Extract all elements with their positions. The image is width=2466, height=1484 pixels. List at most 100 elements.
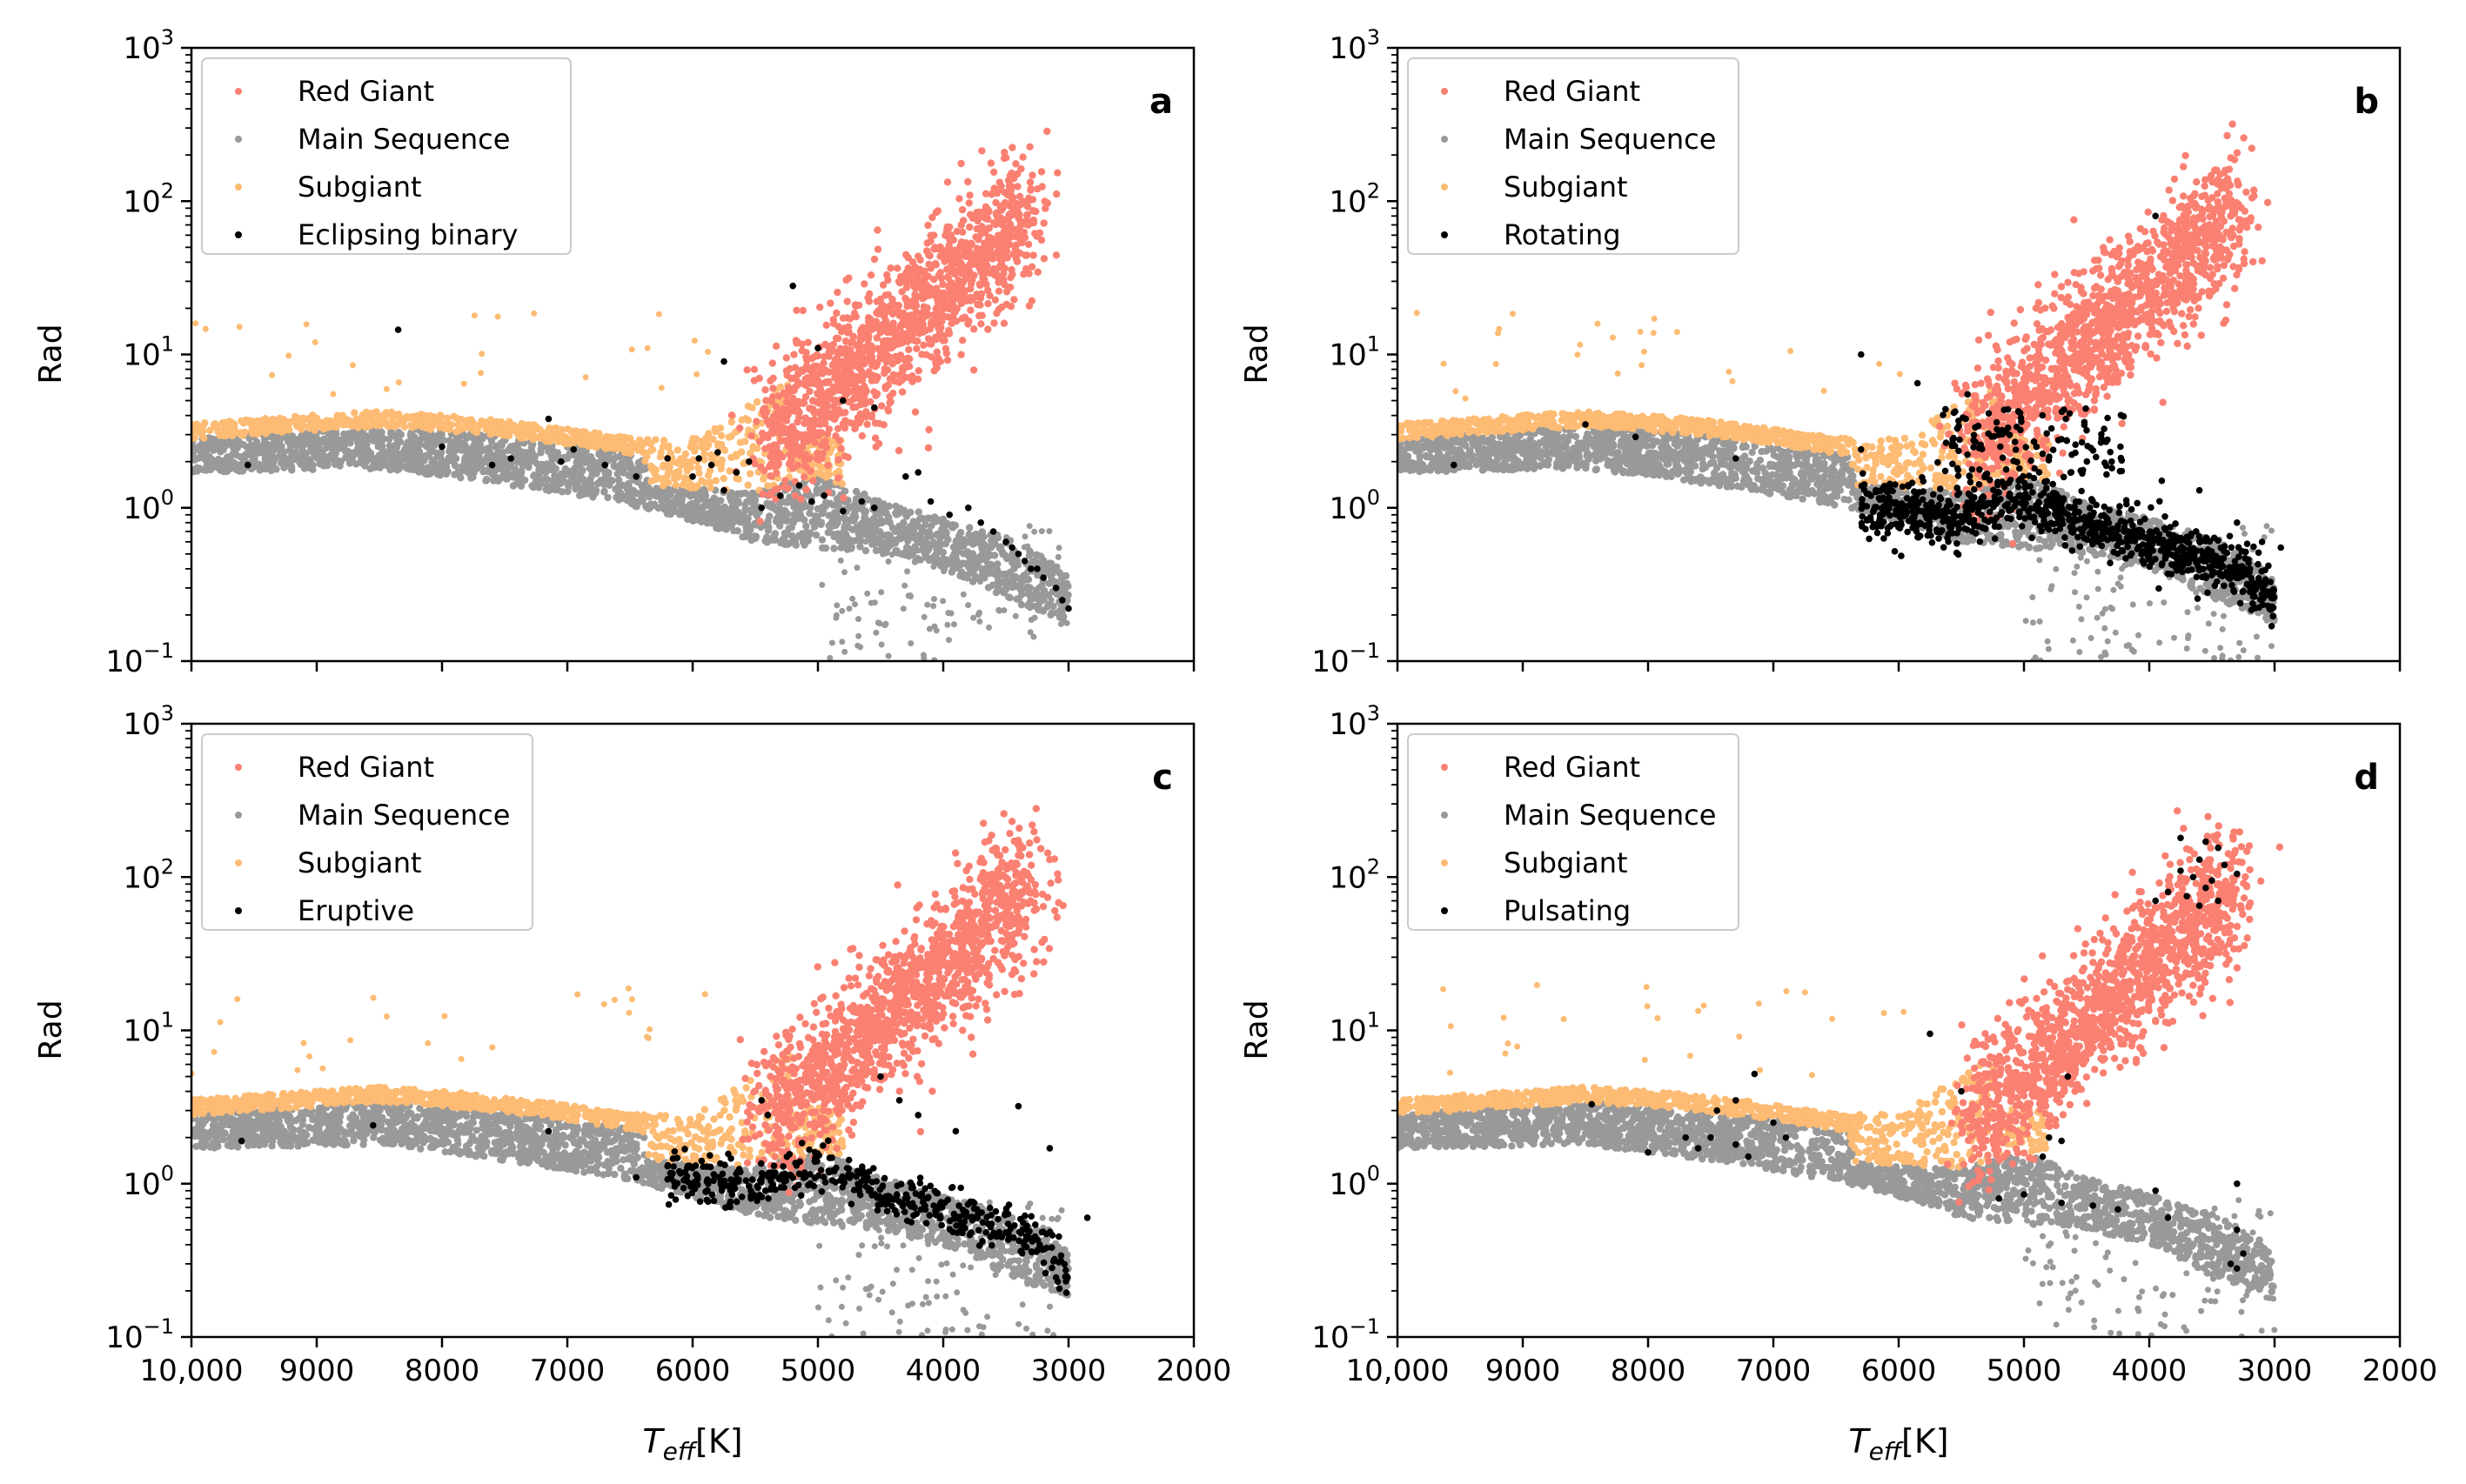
data-point bbox=[989, 528, 997, 535]
scatter-point bbox=[559, 438, 567, 445]
scatter-point bbox=[586, 453, 594, 461]
scatter-point bbox=[976, 618, 983, 625]
scatter-point bbox=[239, 441, 247, 449]
scatter-point bbox=[884, 337, 893, 344]
scatter-point bbox=[924, 514, 932, 522]
scatter-point bbox=[711, 513, 719, 521]
scatter-point bbox=[349, 453, 357, 462]
scatter-point bbox=[772, 461, 780, 469]
main-sequence-outliers bbox=[819, 522, 1070, 661]
data-point bbox=[707, 461, 715, 469]
scatter-point bbox=[559, 471, 567, 480]
scatter-point bbox=[995, 305, 1003, 313]
scatter-point bbox=[824, 402, 832, 410]
scatter-point bbox=[995, 264, 1003, 271]
scatter-point bbox=[873, 334, 881, 342]
scatter-point bbox=[305, 464, 312, 471]
scatter-point bbox=[641, 457, 649, 465]
scatter-point bbox=[828, 522, 836, 531]
scatter-point bbox=[854, 565, 861, 572]
scatter-point bbox=[199, 427, 207, 435]
scatter-point bbox=[822, 321, 830, 329]
scatter-point bbox=[395, 411, 403, 418]
scatter-point bbox=[1820, 472, 1828, 480]
scatter-point bbox=[810, 523, 819, 531]
legend-box bbox=[201, 57, 572, 255]
scatter-point bbox=[311, 451, 319, 460]
y-tick-label: 101 bbox=[123, 332, 174, 373]
scatter-point bbox=[687, 484, 695, 492]
scatter-point bbox=[952, 318, 961, 325]
scatter-point bbox=[565, 451, 573, 459]
scatter-point bbox=[887, 302, 895, 310]
scatter-point bbox=[1052, 251, 1061, 259]
scatter-point bbox=[232, 465, 240, 473]
scatter-point bbox=[871, 434, 880, 442]
scatter-point bbox=[669, 505, 677, 513]
scatter-point bbox=[986, 234, 995, 242]
scatter-point bbox=[806, 387, 814, 396]
scatter-point bbox=[837, 358, 846, 365]
data-point bbox=[695, 455, 702, 462]
data-point bbox=[720, 486, 727, 494]
scatter-point bbox=[1017, 237, 1026, 244]
scatter-point bbox=[872, 324, 881, 331]
scatter-point bbox=[729, 494, 737, 502]
scatter-point bbox=[356, 451, 364, 458]
scatter-point bbox=[718, 456, 726, 465]
scatter-point bbox=[303, 456, 312, 464]
scatter-point bbox=[726, 467, 734, 475]
scatter-point bbox=[839, 376, 847, 384]
scatter-point bbox=[525, 459, 533, 467]
scatter-point bbox=[548, 456, 556, 464]
scatter-point bbox=[230, 458, 238, 467]
scatter-point bbox=[886, 542, 894, 550]
scatter-point bbox=[834, 518, 841, 527]
scatter-point bbox=[660, 437, 668, 445]
main-sequence-cloud bbox=[191, 423, 1072, 623]
scatter-point bbox=[824, 461, 832, 470]
scatter-point bbox=[813, 489, 821, 497]
scatter-point bbox=[537, 449, 545, 457]
scatter-point bbox=[846, 315, 854, 323]
scatter-point bbox=[771, 530, 779, 538]
scatter-point bbox=[497, 449, 505, 457]
scatter-point bbox=[994, 582, 1002, 591]
scatter-point bbox=[214, 464, 222, 471]
scatter-point bbox=[916, 556, 924, 564]
scatter-point bbox=[858, 431, 866, 440]
scatter-point bbox=[452, 438, 459, 446]
scatter-point bbox=[888, 309, 896, 317]
scatter-point bbox=[224, 458, 231, 466]
scatter-point bbox=[949, 565, 956, 572]
scatter-point bbox=[791, 536, 800, 545]
scatter-point bbox=[881, 531, 888, 539]
scatter-point bbox=[874, 226, 881, 234]
scatter-point bbox=[774, 485, 782, 493]
scatter-point bbox=[981, 239, 988, 247]
scatter-point bbox=[638, 491, 646, 499]
scatter-point bbox=[467, 416, 475, 424]
scatter-point bbox=[958, 205, 967, 214]
scatter-point bbox=[939, 280, 947, 289]
data-point bbox=[601, 461, 608, 469]
scatter-point bbox=[1027, 186, 1035, 194]
scatter-point bbox=[912, 284, 920, 292]
scatter-point bbox=[544, 476, 552, 484]
scatter-point bbox=[567, 477, 575, 485]
scatter-point bbox=[385, 442, 393, 450]
scatter-point bbox=[819, 450, 827, 458]
scatter-point bbox=[988, 191, 995, 198]
scatter-point bbox=[628, 441, 637, 450]
scatter-point bbox=[971, 213, 980, 221]
scatter-point bbox=[753, 511, 761, 519]
scatter-point bbox=[207, 437, 215, 445]
scatter-point bbox=[312, 424, 319, 431]
scatter-point bbox=[969, 366, 978, 374]
scatter-point bbox=[592, 438, 600, 447]
scatter-point bbox=[692, 443, 700, 451]
scatter-point bbox=[1057, 620, 1064, 627]
scatter-point bbox=[885, 652, 892, 659]
scatter-point bbox=[984, 286, 992, 294]
